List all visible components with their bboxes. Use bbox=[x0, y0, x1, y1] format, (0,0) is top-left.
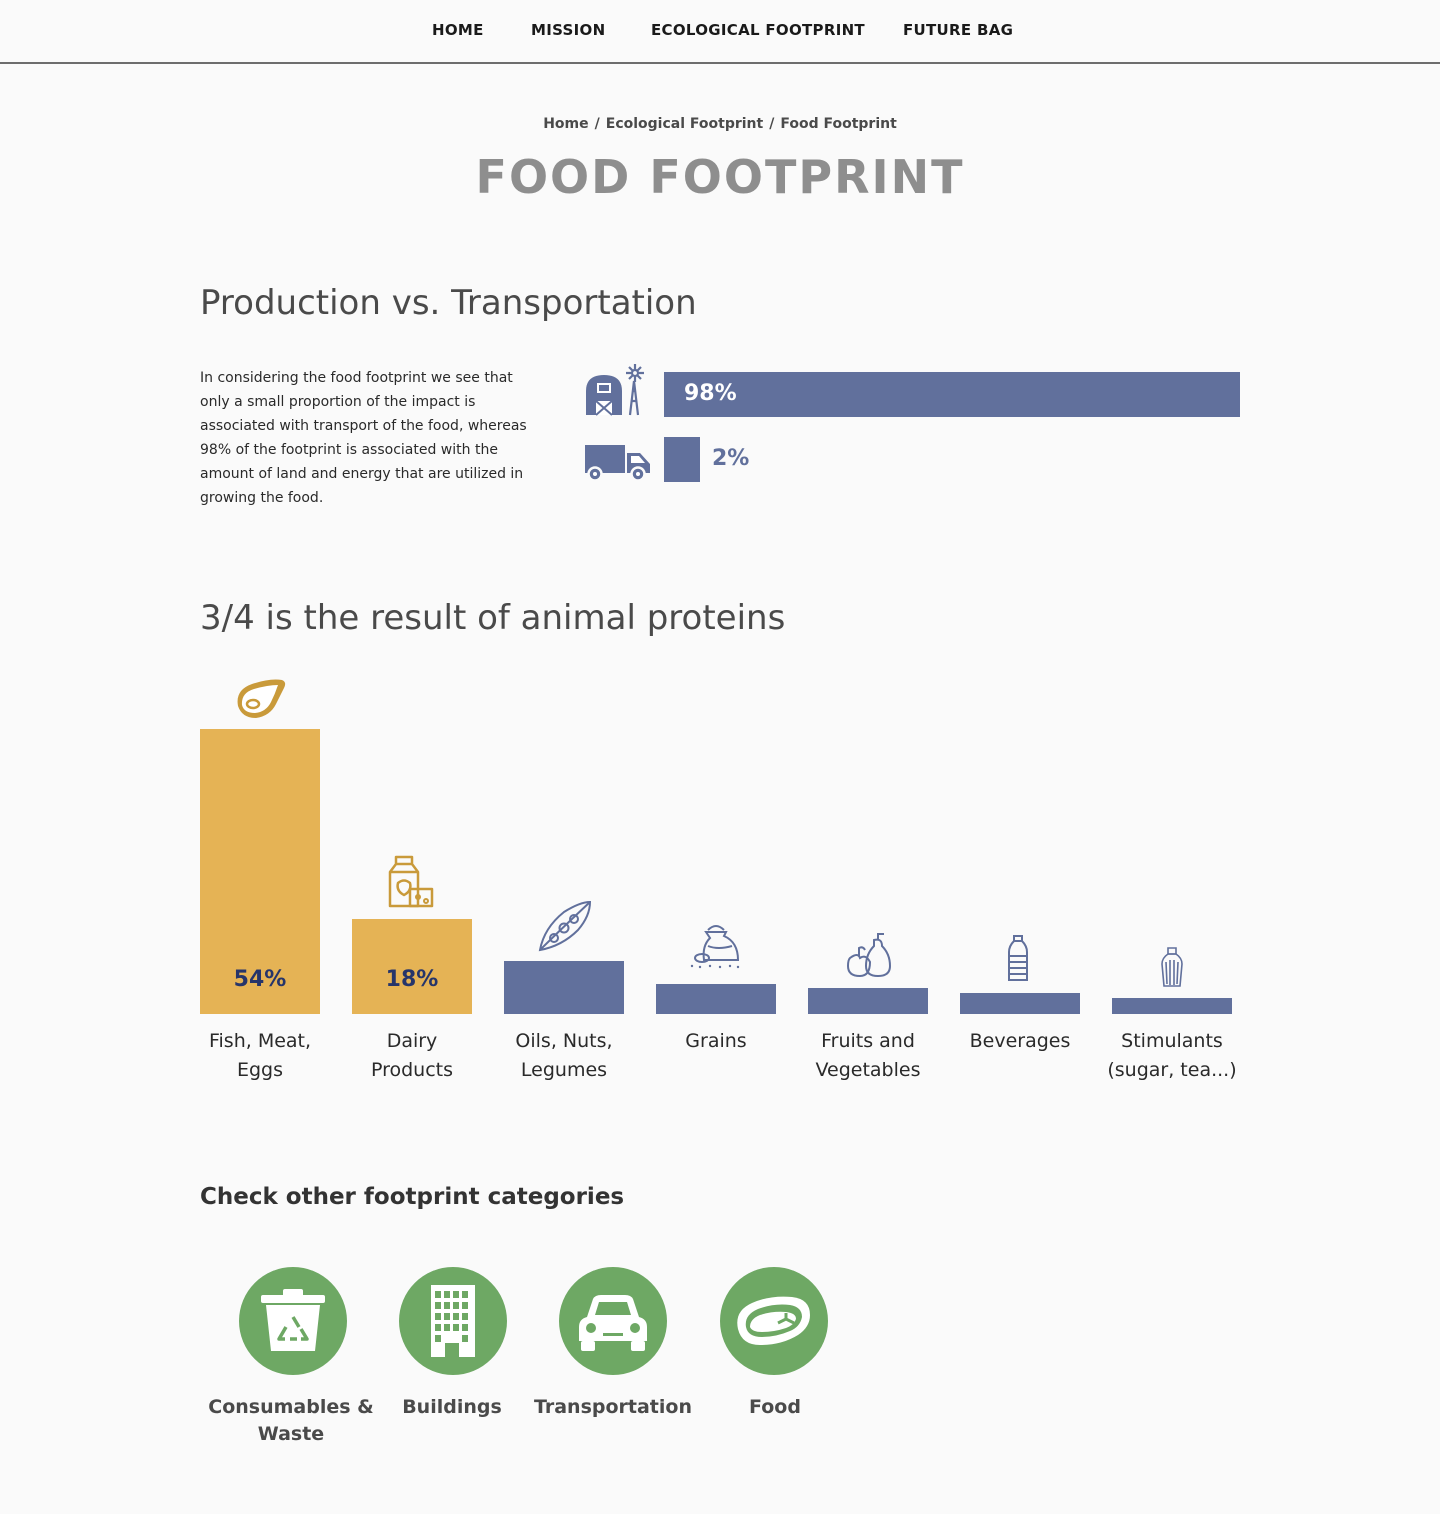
nav-future-bag[interactable]: FUTURE BAG bbox=[903, 21, 1014, 39]
category-label-grains: Grains bbox=[685, 1030, 747, 1052]
bar-stimulants bbox=[1112, 998, 1232, 1014]
nav-mission[interactable]: MISSION bbox=[531, 21, 606, 39]
breadcrumb: Home / Ecological Footprint / Food Footprint bbox=[0, 116, 1440, 132]
production-bar-label: 98% bbox=[684, 381, 737, 406]
sugar-shaker-icon bbox=[1161, 947, 1183, 987]
breadcrumb-separator: / bbox=[769, 116, 775, 132]
category-label-stimulants: Stimulants (sugar, tea...) bbox=[1107, 1030, 1237, 1081]
breadcrumb-ecological-footprint[interactable]: Ecological Footprint bbox=[605, 116, 764, 132]
category-label-oils-nuts-legumes: Oils, Nuts, Legumes bbox=[515, 1030, 613, 1081]
section-heading-production: Production vs. Transportation bbox=[200, 283, 697, 323]
section-heading-animal-proteins: 3/4 is the result of animal proteins bbox=[200, 598, 786, 638]
category-label-fruits-vegetables: Fruits and Vegetables bbox=[815, 1030, 921, 1081]
steak-icon bbox=[737, 1296, 810, 1345]
grain-sack-icon bbox=[690, 925, 740, 969]
transport-bar bbox=[664, 437, 700, 482]
other-categories-heading: Check other footprint categories bbox=[200, 1184, 625, 1210]
peapod-icon bbox=[538, 900, 592, 952]
section-paragraph: In considering the food footprint we see… bbox=[200, 370, 527, 506]
bar-value-label: 18% bbox=[385, 967, 439, 992]
bottle-icon bbox=[1008, 935, 1028, 981]
farm-barn-icon bbox=[586, 364, 644, 416]
bar-grains bbox=[656, 984, 776, 1014]
bar-fruits-vegetables bbox=[808, 988, 928, 1014]
breadcrumb-food-footprint: Food Footprint bbox=[780, 116, 897, 132]
breadcrumb-separator: / bbox=[594, 116, 600, 132]
category-label-transportation[interactable]: Transportation bbox=[533, 1396, 692, 1418]
steak-icon bbox=[237, 679, 286, 718]
car-icon bbox=[579, 1295, 647, 1351]
fruits-icon bbox=[846, 933, 892, 978]
delivery-truck-icon bbox=[585, 445, 650, 482]
building-icon bbox=[431, 1285, 475, 1357]
category-link-transportation[interactable] bbox=[559, 1267, 667, 1375]
recycle-bin-icon bbox=[261, 1289, 325, 1351]
nav-home[interactable]: HOME bbox=[432, 21, 484, 39]
category-label-fish-meat-eggs: Fish, Meat, Eggs bbox=[208, 1030, 312, 1081]
breadcrumb-home[interactable]: Home bbox=[543, 116, 589, 132]
category-label-dairy-products: Dairy Products bbox=[370, 1030, 454, 1081]
nav-ecological-footprint[interactable]: ECOLOGICAL FOOTPRINT bbox=[651, 21, 865, 39]
top-navigation: HOME MISSION ECOLOGICAL FOOTPRINT FUTURE… bbox=[0, 0, 1440, 64]
category-link-consumables-waste[interactable] bbox=[239, 1267, 347, 1375]
page-title: FOOD FOOTPRINT bbox=[475, 150, 965, 204]
bar-oils-nuts-legumes bbox=[504, 961, 624, 1014]
bar-value-label: 54% bbox=[233, 967, 287, 992]
transport-bar-label: 2% bbox=[712, 446, 750, 471]
bar-fish-meat-eggs: 54% bbox=[200, 729, 320, 1014]
category-label-beverages: Beverages bbox=[969, 1030, 1071, 1052]
category-link-food[interactable] bbox=[720, 1267, 828, 1375]
category-link-buildings[interactable] bbox=[399, 1267, 507, 1375]
category-label-consumables-waste[interactable]: Consumables & Waste bbox=[208, 1396, 374, 1445]
bar-beverages bbox=[960, 993, 1080, 1014]
category-label-food[interactable]: Food bbox=[749, 1396, 801, 1418]
production-bar bbox=[664, 372, 1240, 417]
milk-cheese-icon bbox=[388, 855, 434, 908]
category-label-buildings[interactable]: Buildings bbox=[402, 1396, 502, 1418]
bar-dairy-products: 18% bbox=[352, 919, 472, 1014]
